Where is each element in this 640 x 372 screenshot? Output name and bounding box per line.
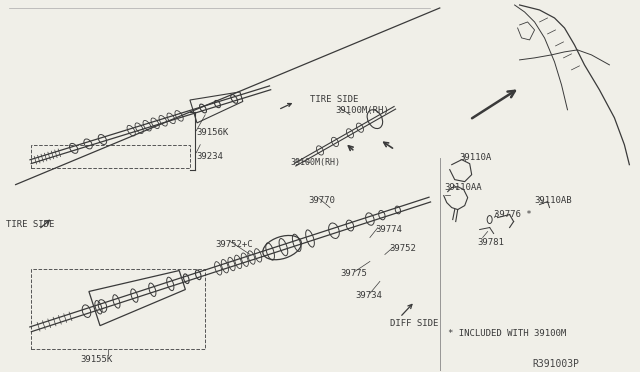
Text: 39110AB: 39110AB bbox=[534, 196, 572, 205]
Text: 39770: 39770 bbox=[308, 196, 335, 205]
Text: 39100M(RH): 39100M(RH) bbox=[335, 106, 388, 115]
Text: 39752+C: 39752+C bbox=[215, 240, 253, 248]
Text: R391003P: R391003P bbox=[532, 359, 579, 369]
Text: 39775: 39775 bbox=[340, 269, 367, 279]
Text: TIRE SIDE: TIRE SIDE bbox=[6, 219, 54, 228]
Text: 39774: 39774 bbox=[375, 225, 402, 234]
Text: 39100M(RH): 39100M(RH) bbox=[290, 158, 340, 167]
Text: 39155K: 39155K bbox=[81, 355, 113, 364]
Text: 39110AA: 39110AA bbox=[445, 183, 483, 192]
Text: 39781: 39781 bbox=[477, 237, 504, 247]
Text: TIRE SIDE: TIRE SIDE bbox=[310, 95, 358, 104]
Text: 39234: 39234 bbox=[196, 152, 223, 161]
Text: * INCLUDED WITH 39100M: * INCLUDED WITH 39100M bbox=[448, 329, 566, 338]
Text: 39776 *: 39776 * bbox=[493, 209, 531, 219]
Text: 39752: 39752 bbox=[390, 244, 417, 253]
Text: 39734: 39734 bbox=[355, 291, 382, 301]
Text: 39110A: 39110A bbox=[460, 153, 492, 162]
Text: DIFF SIDE: DIFF SIDE bbox=[390, 319, 438, 328]
Text: 39156K: 39156K bbox=[196, 128, 228, 137]
